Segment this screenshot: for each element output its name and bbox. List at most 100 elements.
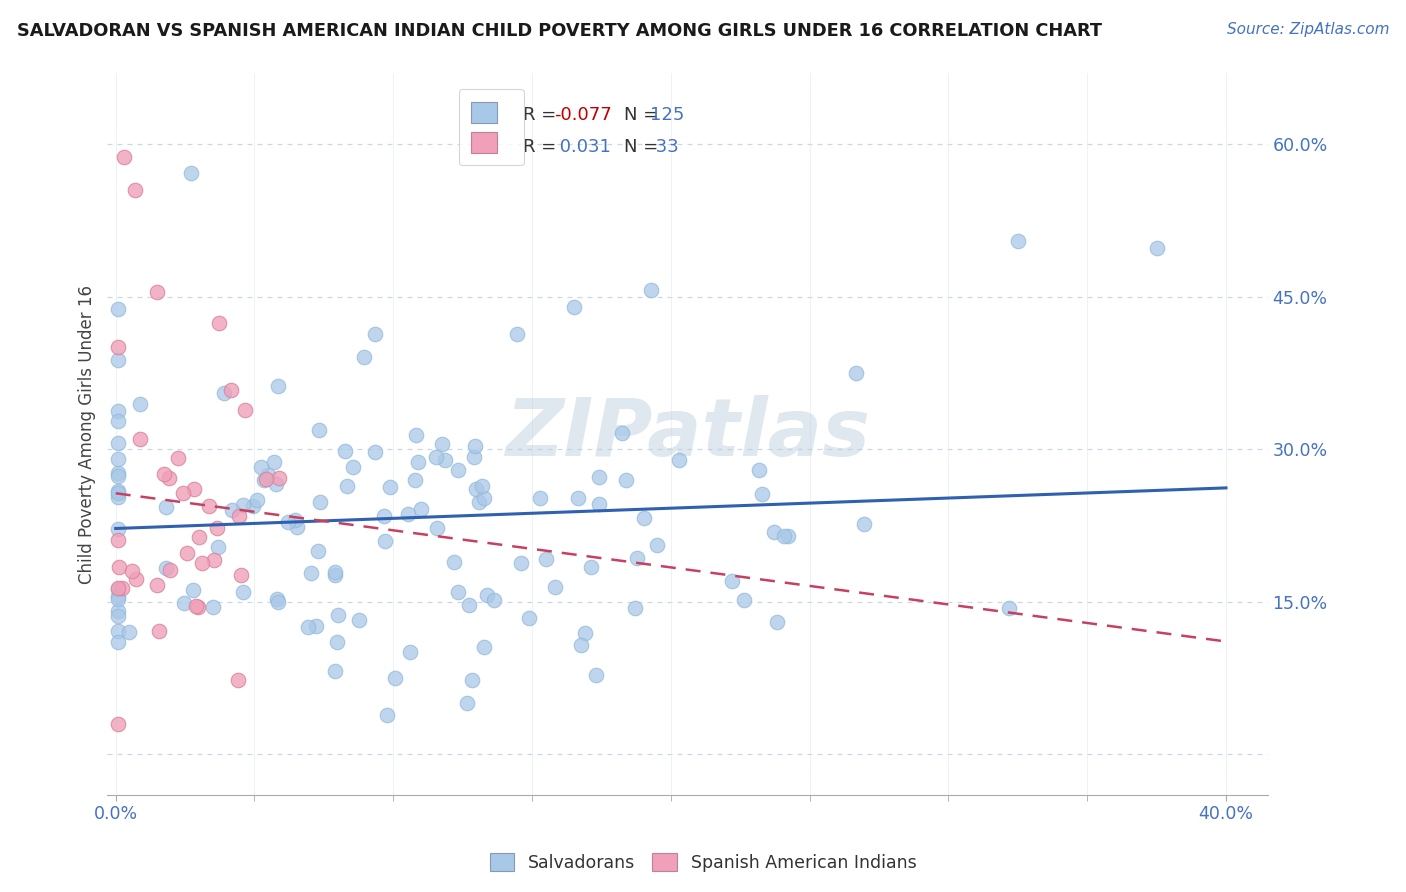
Point xyxy=(166,450,188,465)
Point xyxy=(173,596,195,610)
Point xyxy=(181,583,204,598)
Text: Source: ZipAtlas.com: Source: ZipAtlas.com xyxy=(1226,22,1389,37)
Point xyxy=(308,423,330,437)
Point xyxy=(471,479,494,493)
Point xyxy=(107,340,129,354)
Point xyxy=(267,595,290,609)
Text: 0.031: 0.031 xyxy=(554,137,612,155)
Point xyxy=(323,568,346,582)
Point xyxy=(107,604,129,618)
Point xyxy=(776,528,799,542)
Point xyxy=(529,491,551,505)
Point xyxy=(121,564,143,578)
Point xyxy=(472,491,495,505)
Point xyxy=(748,462,770,476)
Point xyxy=(107,609,129,624)
Point xyxy=(409,501,432,516)
Point xyxy=(107,469,129,483)
Point xyxy=(124,183,146,197)
Point xyxy=(443,555,465,569)
Point xyxy=(107,483,129,498)
Text: 125: 125 xyxy=(651,106,685,124)
Point xyxy=(347,613,370,627)
Point xyxy=(510,556,533,570)
Point xyxy=(405,428,427,442)
Point xyxy=(263,455,285,469)
Point xyxy=(219,383,242,397)
Point xyxy=(176,546,198,560)
Point xyxy=(328,607,350,622)
Point xyxy=(484,593,506,607)
Point xyxy=(574,626,596,640)
Point xyxy=(640,283,662,297)
Point xyxy=(614,473,637,487)
Point xyxy=(766,615,789,629)
Point xyxy=(506,327,529,342)
Point xyxy=(307,544,329,558)
Point xyxy=(183,482,205,496)
Point xyxy=(108,559,131,574)
Point xyxy=(107,624,129,638)
Point xyxy=(569,639,592,653)
Point xyxy=(107,592,129,607)
Point xyxy=(159,563,181,577)
Point xyxy=(375,708,398,723)
Point xyxy=(733,593,755,607)
Point xyxy=(266,379,288,393)
Legend: Salvadorans, Spanish American Indians: Salvadorans, Spanish American Indians xyxy=(482,847,924,879)
Point xyxy=(253,473,276,487)
Point xyxy=(374,533,396,548)
Point xyxy=(1146,241,1168,255)
Point xyxy=(588,497,610,511)
Point xyxy=(585,667,607,681)
Point xyxy=(157,471,180,485)
Point xyxy=(475,588,498,602)
Point xyxy=(148,624,170,638)
Point xyxy=(461,673,484,687)
Point xyxy=(250,460,273,475)
Point xyxy=(447,463,470,477)
Point xyxy=(364,445,387,459)
Point xyxy=(633,511,655,525)
Point xyxy=(107,582,129,596)
Point xyxy=(172,486,194,500)
Y-axis label: Child Poverty Among Girls Under 16: Child Poverty Among Girls Under 16 xyxy=(79,285,96,583)
Point xyxy=(373,509,395,524)
Point xyxy=(465,482,488,496)
Point xyxy=(773,529,796,543)
Point xyxy=(267,471,290,485)
Point xyxy=(406,455,429,469)
Point xyxy=(297,619,319,633)
Point xyxy=(107,414,129,428)
Point xyxy=(111,581,134,595)
Text: N =: N = xyxy=(624,137,664,155)
Text: N =: N = xyxy=(624,106,664,124)
Point xyxy=(107,589,129,603)
Text: ZIPatlas: ZIPatlas xyxy=(505,395,870,473)
Point xyxy=(254,472,277,486)
Point xyxy=(228,509,250,524)
Point xyxy=(426,521,449,535)
Point xyxy=(384,671,406,685)
Point xyxy=(997,601,1019,615)
Point xyxy=(232,584,254,599)
Point xyxy=(277,515,299,529)
Point xyxy=(212,386,235,401)
Point xyxy=(107,452,129,467)
Legend: , : , xyxy=(458,89,523,165)
Point xyxy=(567,491,589,505)
Point xyxy=(579,559,602,574)
Point xyxy=(762,525,785,540)
Point xyxy=(378,480,401,494)
Point xyxy=(124,572,146,586)
Point xyxy=(457,598,479,612)
Point xyxy=(434,453,457,467)
Point xyxy=(326,635,349,649)
Point xyxy=(624,601,647,615)
Point xyxy=(363,327,385,342)
Point xyxy=(1007,234,1029,248)
Point xyxy=(202,599,225,614)
Text: SALVADORAN VS SPANISH AMERICAN INDIAN CHILD POVERTY AMONG GIRLS UNDER 16 CORRELA: SALVADORAN VS SPANISH AMERICAN INDIAN CH… xyxy=(17,22,1102,40)
Point xyxy=(198,499,221,513)
Point xyxy=(588,469,610,483)
